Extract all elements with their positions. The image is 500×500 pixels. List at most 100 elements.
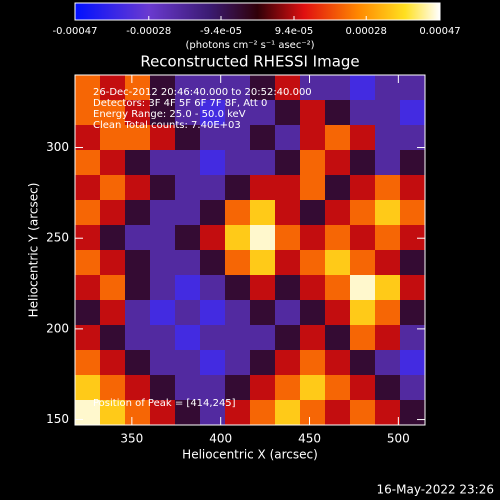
heatmap-cell [75, 175, 101, 201]
heatmap-cell [250, 225, 276, 251]
colorbar-tick-label: 0.00047 [419, 26, 460, 37]
heatmap-cell [350, 350, 376, 376]
heatmap-cell [350, 400, 376, 426]
colorbar-tick-label: 0.00028 [346, 26, 387, 37]
heatmap-cell [175, 100, 201, 126]
x-axis-label: Heliocentric X (arcsec) [182, 448, 318, 462]
heatmap-cell [175, 200, 201, 226]
heatmap-cell [300, 350, 326, 376]
heatmap-cell [100, 200, 126, 226]
heatmap-cell [225, 250, 251, 276]
heatmap-cell [350, 125, 376, 151]
chart-title: Reconstructed RHESSI Image [140, 53, 359, 71]
heatmap-cell [225, 350, 251, 376]
heatmap-cell [275, 125, 301, 151]
heatmap-cell [175, 125, 201, 151]
heatmap-cell [375, 325, 401, 351]
heatmap-cell [125, 400, 151, 426]
heatmap-cell [325, 375, 351, 401]
x-tick-label: 450 [298, 432, 321, 446]
annotation: Detectors: 3F 4F 5F 6F 7F 8F, Att 0 [93, 98, 267, 109]
heatmap-cell [175, 75, 201, 101]
heatmap-cell [400, 200, 426, 226]
heatmap-cell [100, 125, 126, 151]
heatmap-cell [300, 400, 326, 426]
heatmap-cell [200, 275, 226, 301]
heatmap-cell [325, 350, 351, 376]
heatmap-cell [325, 300, 351, 326]
heatmap-cell [225, 400, 251, 426]
heatmap-cell [150, 275, 176, 301]
heatmap-cell [225, 200, 251, 226]
heatmap-cell [300, 225, 326, 251]
heatmap-cell [200, 175, 226, 201]
heatmap-cell [250, 400, 276, 426]
heatmap-cell [100, 400, 126, 426]
heatmap-cell [300, 200, 326, 226]
heatmap-cell [250, 300, 276, 326]
heatmap-cell [350, 75, 376, 101]
heatmap-cell [350, 225, 376, 251]
heatmap-cell [100, 150, 126, 176]
heatmap-cell [75, 275, 101, 301]
heatmap-cell [375, 75, 401, 101]
heatmap-cell [325, 150, 351, 176]
heatmap-cell [100, 100, 126, 126]
heatmap-cell [400, 375, 426, 401]
heatmap-cell [400, 100, 426, 126]
heatmap-cell [400, 350, 426, 376]
heatmap-cell [275, 75, 301, 101]
heatmap-cell [75, 400, 101, 426]
heatmap-cell [325, 400, 351, 426]
heatmap-cell [250, 250, 276, 276]
heatmap-cell [200, 350, 226, 376]
heatmap-cell [175, 300, 201, 326]
heatmap-cell [275, 200, 301, 226]
heatmap-cell [75, 250, 101, 276]
heatmap-cell [125, 175, 151, 201]
y-tick-label: 300 [46, 140, 69, 154]
heatmap-cell [125, 125, 151, 151]
heatmap-cell [75, 350, 101, 376]
heatmap-cell [150, 75, 176, 101]
colorbar-label: (photons cm⁻² s⁻¹ asec⁻²) [185, 40, 314, 51]
heatmap-cell [175, 150, 201, 176]
heatmap-cell [175, 400, 201, 426]
heatmap-cell [150, 325, 176, 351]
heatmap-cell [300, 150, 326, 176]
heatmap-cell [275, 100, 301, 126]
heatmap-cell [200, 75, 226, 101]
heatmap-cell [400, 300, 426, 326]
heatmap-cell [75, 75, 101, 101]
plot-frame [74, 74, 426, 426]
heatmap-cell [75, 375, 101, 401]
heatmap-cell [150, 225, 176, 251]
heatmap-cell [275, 325, 301, 351]
heatmap-cell [175, 175, 201, 201]
heatmap-cell [200, 200, 226, 226]
heatmap-cell [100, 300, 126, 326]
heatmap-cell [375, 100, 401, 126]
heatmap-cell [150, 400, 176, 426]
heatmap-cell [225, 225, 251, 251]
heatmap-cell [350, 200, 376, 226]
heatmap-cell [150, 300, 176, 326]
heatmap-cell [275, 150, 301, 176]
heatmap-cell [275, 225, 301, 251]
heatmap-cell [325, 325, 351, 351]
peak-label: Position of Peak = [414,245] [93, 398, 236, 409]
heatmap-cell [150, 100, 176, 126]
heatmap-cell [275, 375, 301, 401]
heatmap-cell [250, 275, 276, 301]
heatmap-cell [375, 375, 401, 401]
heatmap-cell [400, 75, 426, 101]
heatmap-cell [375, 275, 401, 301]
heatmap-cell [325, 175, 351, 201]
annotation: 26-Dec-2012 20:46:40.000 to 20:52:40.000 [93, 87, 312, 98]
x-tick-label: 350 [120, 432, 143, 446]
heatmap-cell [350, 275, 376, 301]
heatmap-cell [200, 150, 226, 176]
heatmap-cell [225, 325, 251, 351]
y-tick-label: 250 [46, 231, 69, 245]
